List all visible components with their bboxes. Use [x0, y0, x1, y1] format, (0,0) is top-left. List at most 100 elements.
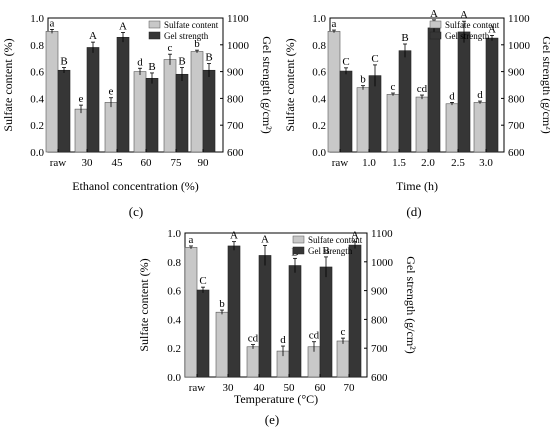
sig-letter-sulfate: c	[341, 326, 346, 338]
y-axis-title-left: Sulfate content (%)	[137, 258, 151, 351]
bar-gel	[485, 37, 499, 153]
x-axis-title: Ethanol concentration (%)	[72, 179, 199, 193]
chart-panel-2: 0.0 0.2 0.4 0.6 0.8 1.0 600 700 800 900 1000 1100 a C…	[283, 8, 550, 219]
right-tick-label: 700	[371, 343, 388, 355]
sig-letter-sulfate: d	[449, 90, 455, 102]
x-tick-label: raw	[50, 157, 67, 169]
bar-gel	[398, 50, 412, 153]
legend-label-gel: Gel strength	[445, 31, 490, 41]
x-tick-label: 50	[284, 382, 296, 394]
sig-letter-gel: A	[230, 230, 238, 242]
left-tick-label: 0.8	[312, 40, 326, 52]
bar-sulfate	[74, 108, 88, 153]
x-tick-label: 1.5	[392, 157, 406, 169]
x-tick-label: 2.0	[421, 157, 435, 169]
left-tick-label: 0.2	[167, 343, 181, 355]
sig-letter-sulfate: b	[360, 74, 366, 86]
right-tick-label: 1000	[508, 40, 531, 52]
legend-swatch-sulfate	[292, 235, 305, 244]
x-axis-title: Time (h)	[396, 179, 438, 193]
bar-gel	[339, 70, 353, 153]
right-tick-label: 1000	[371, 257, 394, 269]
sig-letter-gel: B	[322, 245, 329, 257]
y-axis-title-right: Gel strength (g/cm²)	[260, 36, 274, 134]
sig-letter-gel: B	[178, 56, 185, 68]
sig-letter-sulfate: cd	[248, 333, 259, 345]
legend-label-sulfate: Sulfate content	[445, 20, 500, 30]
right-tick-label: 600	[227, 147, 244, 159]
x-tick-label: 2.5	[451, 157, 465, 169]
y-axis-title-left: Sulfate content (%)	[283, 38, 297, 131]
legend-label-gel: Gel strength	[164, 31, 209, 41]
x-tick-label: 30	[82, 157, 94, 169]
x-tick-label: raw	[332, 157, 349, 169]
x-tick-label: 90	[198, 157, 210, 169]
bar-sulfate	[336, 340, 350, 378]
y-axis-title-right: Gel strength (g/cm²)	[540, 36, 550, 134]
chart-panel-3: 0.0 0.2 0.4 0.6 0.8 1.0 600 700 800 900 1000 1100 a C…	[137, 228, 418, 427]
x-tick-label: 45	[112, 157, 124, 169]
sig-letter-sulfate: d	[137, 56, 143, 68]
left-tick-label: 0.6	[30, 67, 44, 79]
bar-sulfate	[386, 94, 400, 153]
bar-sulfate	[190, 51, 204, 153]
chart-panel-1: 0.0 0.2 0.4 0.6 0.8 1.0 600 700 800 900 1000 1100 a B…	[1, 13, 274, 219]
right-tick-label: 1100	[508, 13, 530, 25]
bar-gel	[288, 265, 302, 378]
right-tick-label: 700	[227, 120, 244, 132]
right-tick-label: 900	[371, 286, 388, 298]
legend-label-gel: Gel strength	[308, 246, 353, 256]
sig-letter-gel: A	[430, 8, 438, 20]
bar-sulfate	[473, 102, 487, 153]
left-tick-label: 1.0	[167, 228, 181, 240]
sig-letter-gel: B	[401, 32, 408, 44]
legend-label-sulfate: Sulfate content	[308, 235, 363, 245]
x-tick-label: 70	[344, 382, 356, 394]
left-tick-label: 0.8	[167, 257, 181, 269]
legend-swatch-sulfate	[148, 20, 161, 29]
sig-letter-sulfate: e	[109, 86, 114, 98]
x-tick-label: 40	[254, 382, 266, 394]
bar-gel	[457, 31, 471, 153]
bar-sulfate	[445, 103, 459, 153]
sig-letter-gel: A	[460, 9, 468, 21]
bar-gel	[319, 266, 333, 378]
right-tick-label: 900	[227, 67, 244, 79]
sig-letter-sulfate: e	[79, 93, 84, 105]
sig-letter-gel: C	[342, 56, 349, 68]
left-tick-label: 0.4	[167, 314, 181, 326]
bar-gel	[145, 78, 159, 153]
bar-sulfate	[163, 59, 177, 153]
bar-gel	[57, 69, 71, 153]
sig-letter-sulfate: d	[477, 89, 483, 101]
right-tick-label: 800	[371, 314, 388, 326]
left-tick-label: 1.0	[312, 13, 326, 25]
sig-letter-gel: B	[148, 61, 155, 73]
bar-sulfate	[356, 87, 370, 153]
left-tick-label: 0.2	[312, 120, 326, 132]
sig-letter-gel: C	[371, 53, 378, 65]
sig-letter-sulfate: a	[332, 18, 337, 30]
bar-gel	[196, 289, 210, 378]
bar-gel	[116, 36, 130, 153]
right-tick-label: 1000	[227, 40, 250, 52]
sig-letter-sulfate: c	[391, 81, 396, 93]
x-tick-label: 75	[171, 157, 183, 169]
left-tick-label: 1.0	[30, 13, 44, 25]
legend-swatch-gel	[429, 31, 442, 40]
left-tick-label: 0.0	[30, 147, 44, 159]
left-tick-label: 0.4	[312, 93, 326, 105]
sig-letter-sulfate: cd	[417, 83, 428, 95]
left-tick-label: 0.4	[30, 93, 44, 105]
left-tick-label: 0.0	[312, 147, 326, 159]
bar-gel	[86, 47, 100, 153]
x-axis-title: Temperature (°C)	[234, 392, 318, 406]
sig-letter-sulfate: a	[189, 234, 194, 246]
legend-swatch-gel	[148, 31, 161, 40]
right-tick-label: 900	[508, 67, 525, 79]
sig-letter-gel: C	[199, 275, 206, 287]
bar-sulfate	[45, 31, 59, 153]
sig-letter-sulfate: a	[50, 17, 55, 29]
bar-sulfate	[104, 102, 118, 153]
